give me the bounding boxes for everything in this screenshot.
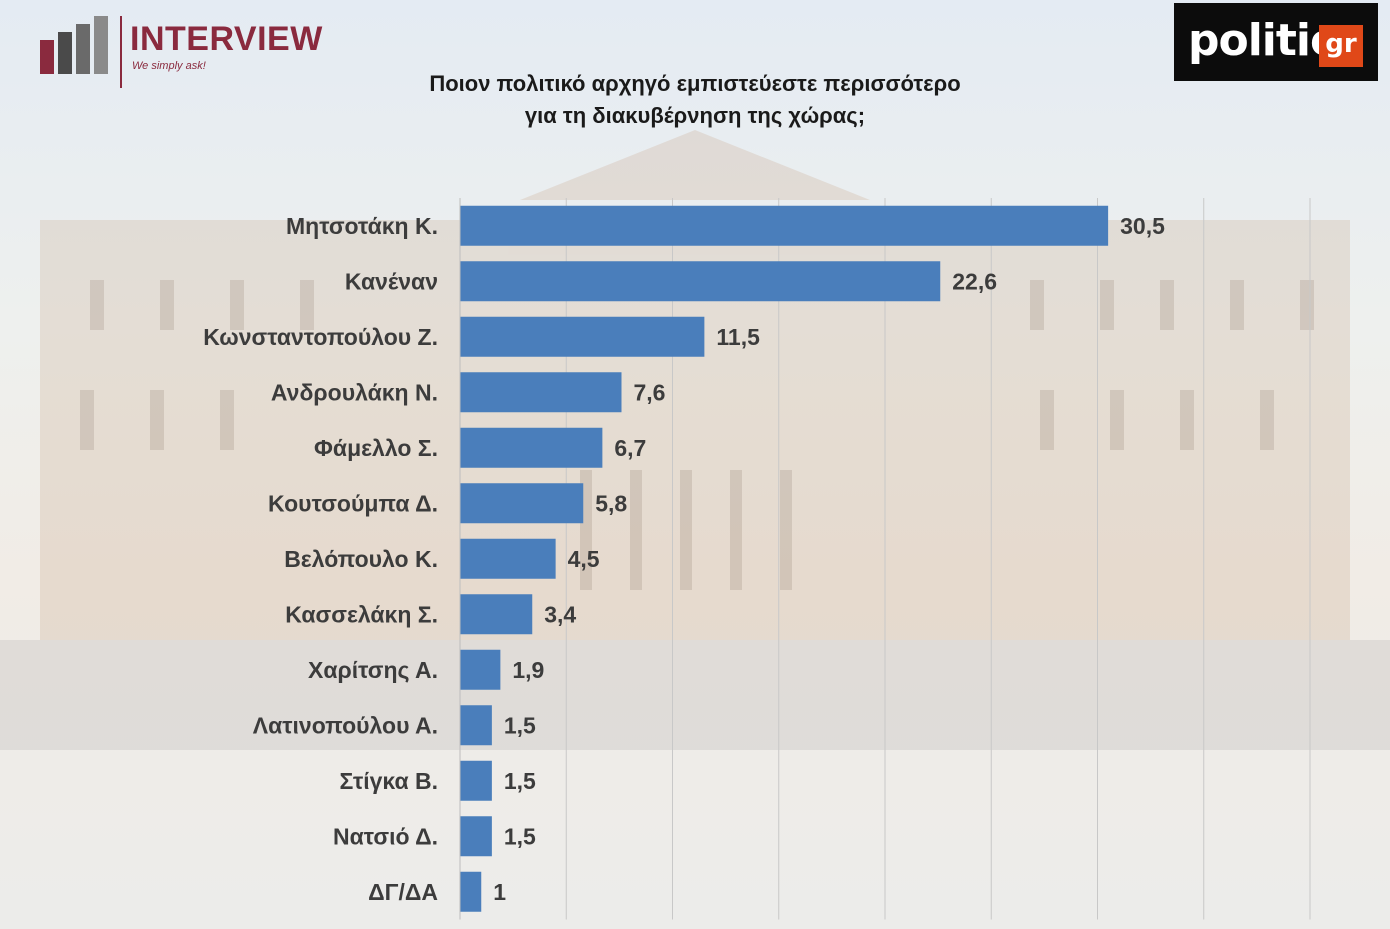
bar: [460, 261, 941, 302]
category-label: Μητσοτάκη Κ.: [286, 213, 438, 239]
interview-logo: INTERVIEW We simply ask!: [38, 14, 358, 94]
bar: [460, 427, 603, 468]
category-label: Ανδρουλάκη Ν.: [271, 379, 438, 405]
category-label: Φάμελλο Σ.: [314, 435, 438, 461]
bar: [460, 483, 584, 524]
category-label: Κωνσταντοπούλου Ζ.: [203, 324, 438, 350]
politic-gr-badge: gr: [1319, 25, 1363, 67]
value-label: 4,5: [568, 546, 600, 572]
chart-title: Ποιον πολιτικό αρχηγό εμπιστεύεστε περισ…: [360, 68, 1030, 132]
interview-tagline: We simply ask!: [132, 60, 206, 72]
category-label: Χαρίτσης Α.: [308, 657, 438, 683]
logo-divider: [120, 16, 122, 88]
bar: [460, 649, 501, 690]
bar: [460, 316, 705, 357]
category-label: Κουτσούμπα Δ.: [268, 490, 438, 516]
bar: [460, 538, 556, 579]
value-label: 1,5: [504, 712, 536, 738]
value-label: 1,9: [512, 657, 544, 683]
value-label: 1,5: [504, 823, 536, 849]
category-label: Λατινοπούλου Α.: [253, 712, 438, 738]
value-label: 6,7: [614, 435, 646, 461]
bar: [460, 372, 622, 413]
bar: [460, 205, 1109, 246]
value-label: 3,4: [544, 601, 576, 627]
chart-title-line-1: Ποιον πολιτικό αρχηγό εμπιστεύεστε περισ…: [429, 71, 961, 96]
politic-gr-logo: politic gr: [1174, 3, 1378, 81]
value-label: 7,6: [634, 379, 666, 405]
politic-wordmark: politic: [1188, 15, 1336, 66]
value-label: 1,5: [504, 768, 536, 794]
bar: [460, 816, 492, 857]
category-label: Βελόπουλο Κ.: [284, 546, 438, 572]
value-label: 22,6: [952, 268, 997, 294]
bar-graph-logo-icon: [40, 16, 108, 74]
chart-title-line-2: για τη διακυβέρνηση της χώρας;: [524, 103, 866, 128]
value-label: 5,8: [595, 490, 627, 516]
value-label: 11,5: [716, 324, 760, 350]
category-label: Κανέναν: [345, 268, 438, 294]
bar: [460, 594, 533, 635]
category-label: ΔΓ/ΔΑ: [368, 879, 438, 905]
value-label: 1: [493, 879, 506, 905]
category-label: Νατσιό Δ.: [333, 823, 438, 849]
category-label: Κασσελάκη Σ.: [285, 601, 438, 627]
bar: [460, 871, 482, 912]
bar: [460, 760, 492, 801]
value-label: 30,5: [1120, 213, 1165, 239]
bar: [460, 705, 492, 746]
category-label: Στίγκα Β.: [340, 768, 438, 794]
interview-wordmark: INTERVIEW: [130, 20, 323, 58]
